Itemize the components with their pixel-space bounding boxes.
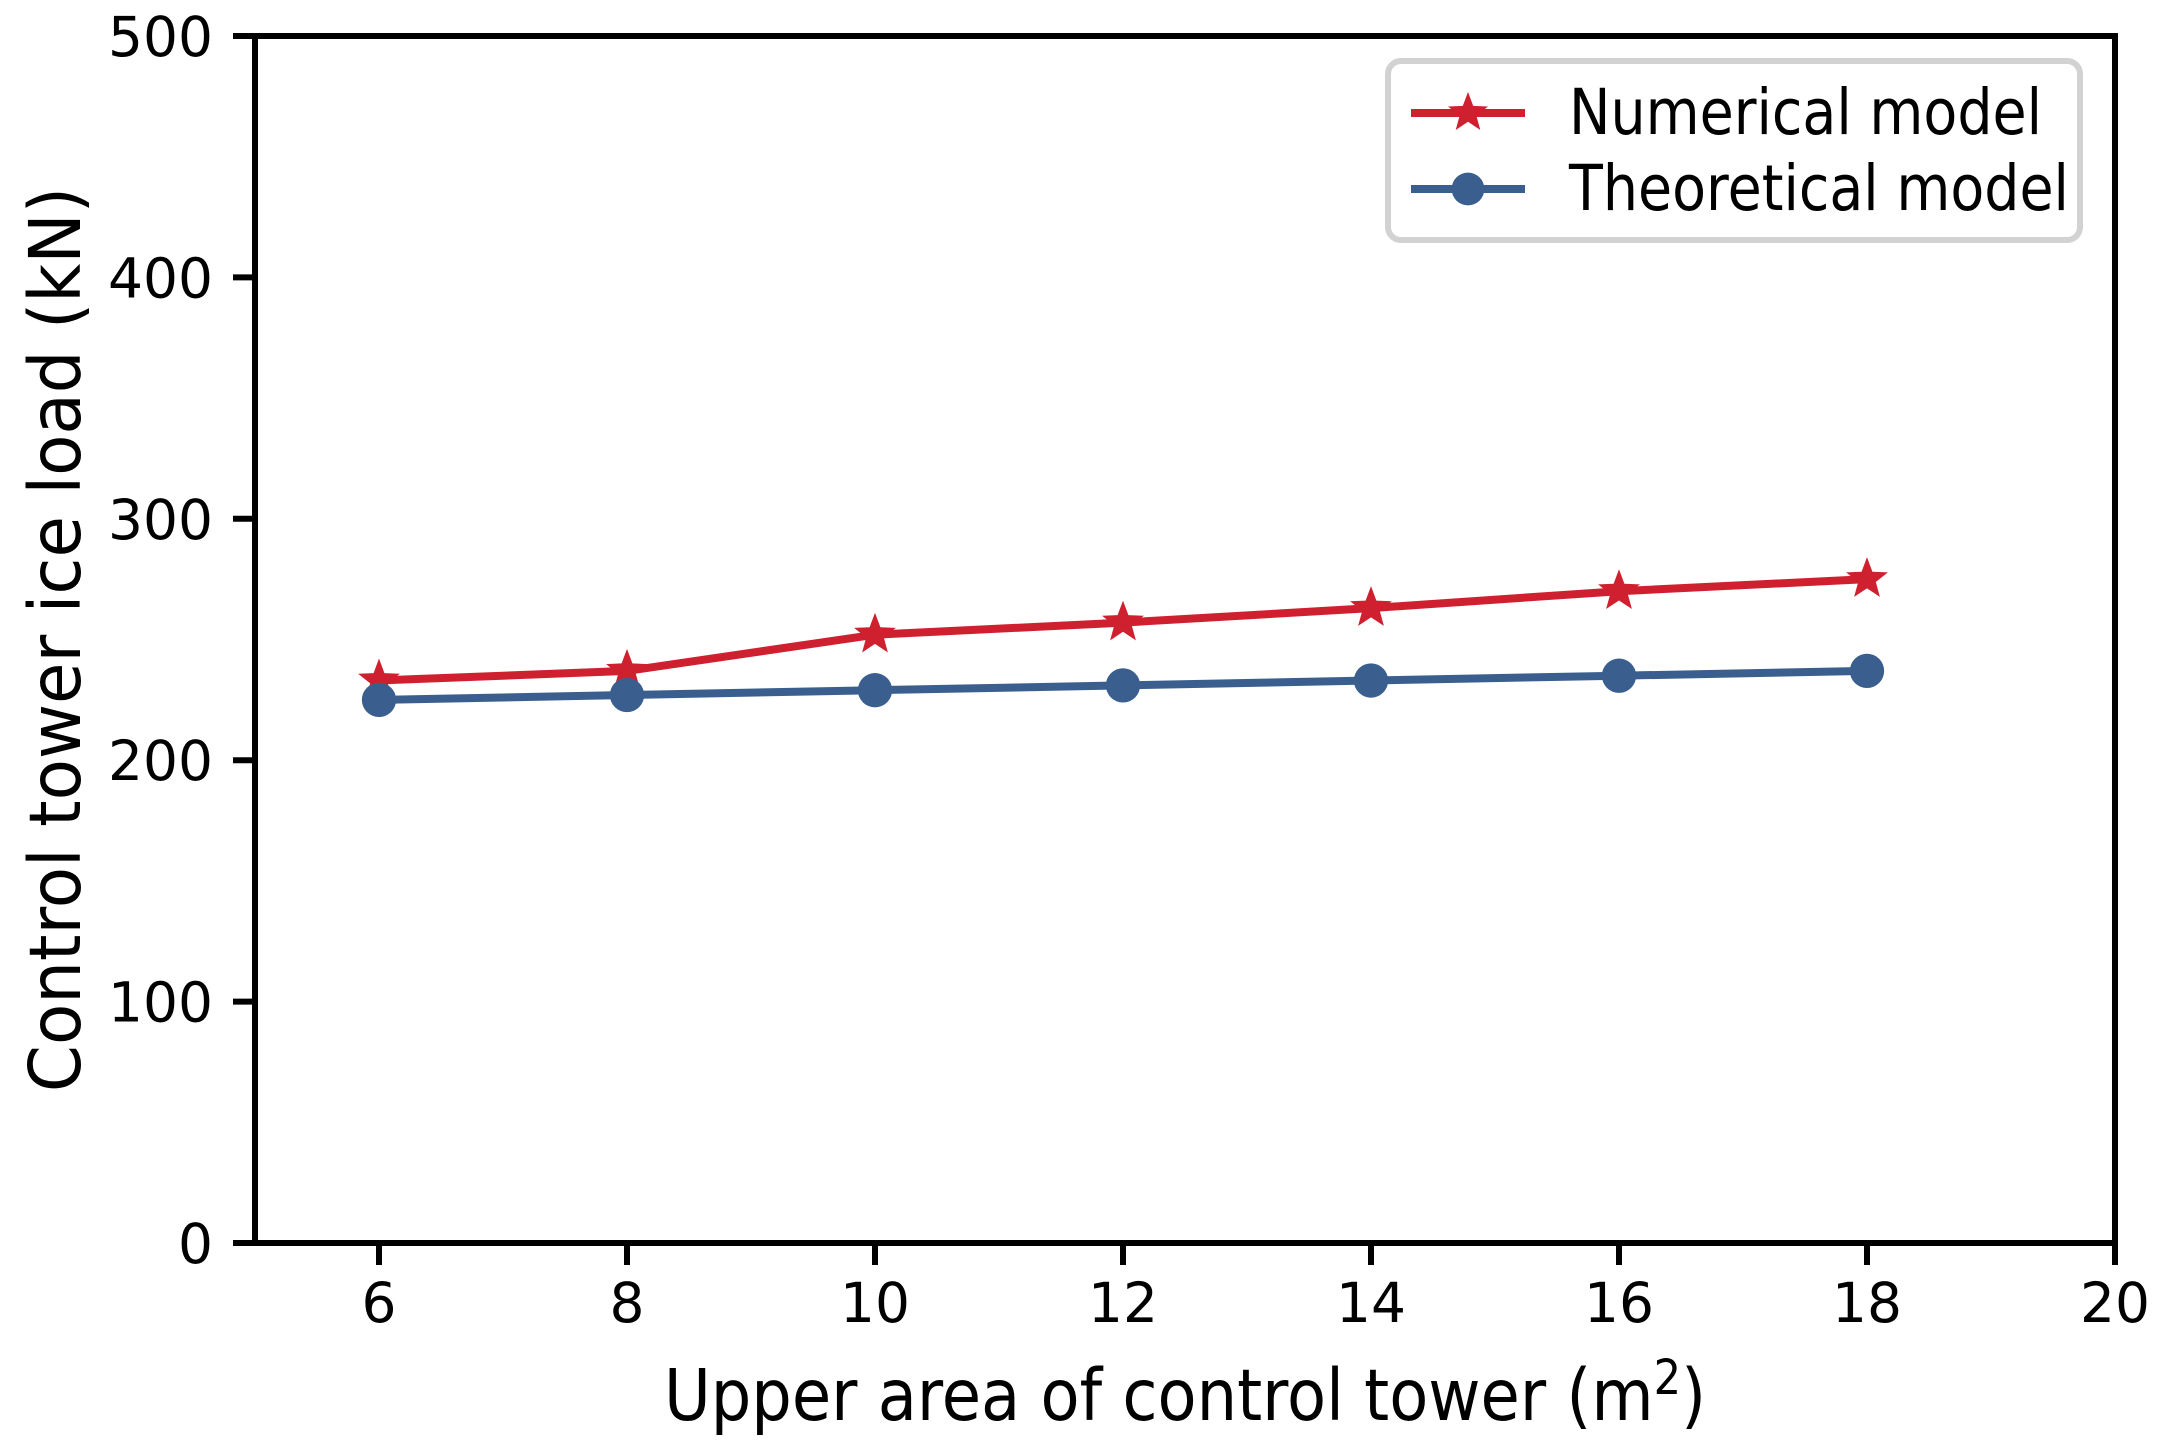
legend-label-theoretical-model: Theoretical model xyxy=(1569,152,2069,225)
legend-label-numerical-model: Numerical model xyxy=(1569,76,2043,149)
legend-sample-circle-marker xyxy=(1451,172,1485,205)
legend-sample-star-marker xyxy=(1448,91,1488,130)
data-point-numerical-model xyxy=(1350,586,1392,626)
y-tick-label: 400 xyxy=(108,246,213,310)
y-tick-label: 0 xyxy=(178,1212,213,1276)
data-point-theoretical-model xyxy=(1353,663,1389,698)
data-point-theoretical-model xyxy=(857,673,893,708)
legend: Numerical model Theoretical model xyxy=(1385,58,2083,243)
x-axis-label: Upper area of control tower (m2) xyxy=(664,1350,1706,1437)
y-tick-label: 500 xyxy=(108,5,213,69)
x-tick-label: 6 xyxy=(362,1271,397,1335)
data-point-theoretical-model xyxy=(1601,658,1637,693)
data-point-numerical-model xyxy=(606,648,648,689)
x-tick-label: 14 xyxy=(1336,1271,1406,1335)
star-marker-legend-sample xyxy=(1411,91,1525,130)
y-tick-label: 200 xyxy=(108,729,213,793)
data-point-theoretical-model xyxy=(361,682,397,718)
circle-marker-legend-sample xyxy=(1411,172,1525,205)
x-tick-label: 12 xyxy=(1088,1271,1158,1335)
x-tick-label: 18 xyxy=(1832,1271,1902,1335)
data-point-theoretical-model xyxy=(1849,653,1885,689)
data-point-theoretical-model xyxy=(1105,668,1141,703)
data-point-numerical-model xyxy=(358,658,400,699)
x-tick-label: 20 xyxy=(2080,1271,2150,1335)
x-tick-label: 8 xyxy=(610,1271,645,1335)
data-point-numerical-model xyxy=(854,612,896,653)
y-axis-label: Control tower ice load (kN) xyxy=(15,187,97,1092)
legend-item-theoretical-model: Theoretical model xyxy=(1391,157,2077,220)
y-tick-label: 100 xyxy=(108,971,213,1035)
x-tick-label: 10 xyxy=(840,1271,910,1335)
y-tick-label: 300 xyxy=(108,488,213,552)
data-point-numerical-model xyxy=(1102,600,1144,641)
data-point-numerical-model xyxy=(1846,557,1888,597)
legend-item-numerical-model: Numerical model xyxy=(1391,81,2077,144)
data-point-numerical-model xyxy=(1598,569,1640,609)
x-tick-label: 16 xyxy=(1584,1271,1654,1335)
plot-border xyxy=(252,33,2118,1246)
data-point-theoretical-model xyxy=(609,677,645,713)
